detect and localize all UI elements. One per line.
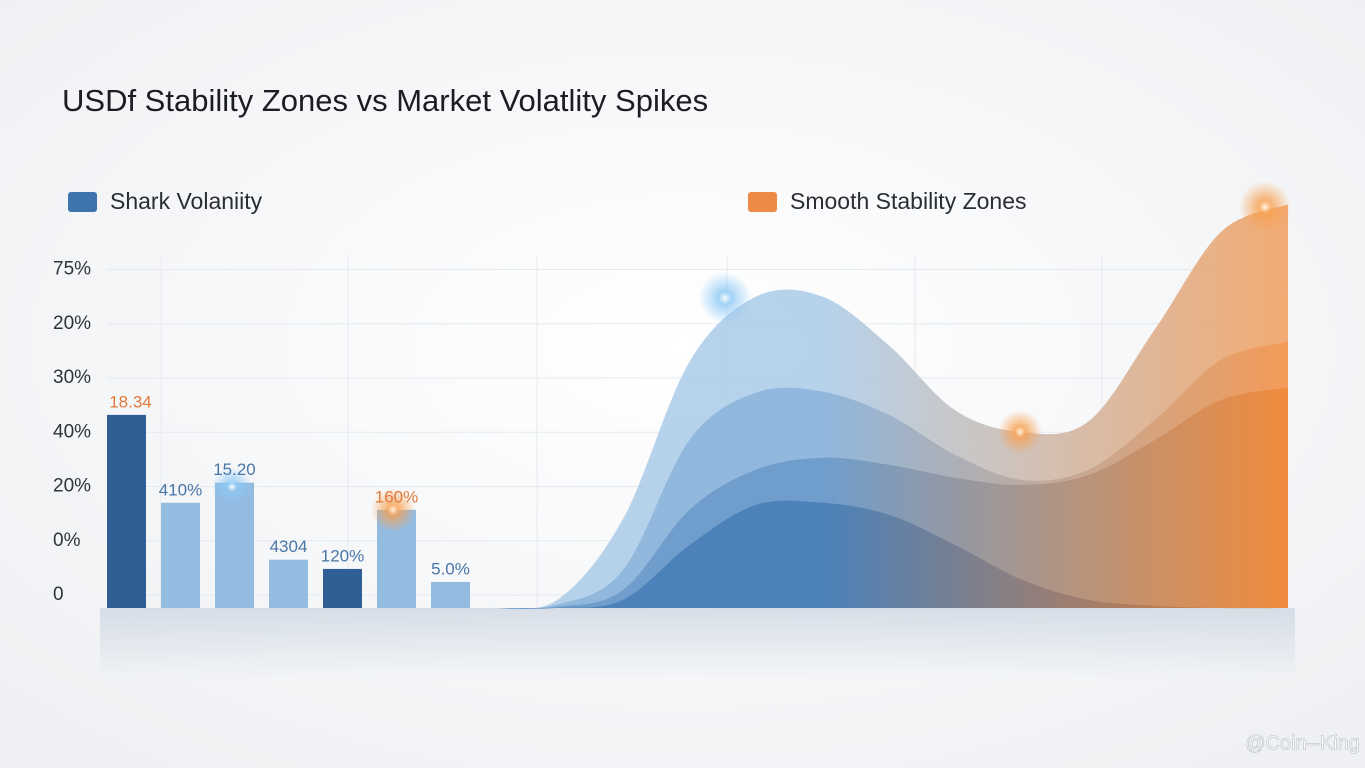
bar bbox=[269, 559, 308, 608]
bar-annotation: 15.20 bbox=[213, 460, 256, 479]
bar bbox=[431, 581, 470, 608]
bar bbox=[161, 502, 200, 608]
glows bbox=[212, 181, 1291, 532]
legend-swatch bbox=[748, 192, 777, 212]
area bbox=[490, 500, 1288, 609]
bar-annotation: 4304 bbox=[270, 537, 308, 556]
bar-annotation: 120% bbox=[321, 546, 364, 565]
y-tick-label: 20% bbox=[53, 313, 91, 334]
bar-annotation: 410% bbox=[159, 480, 202, 499]
y-tick-label: 75% bbox=[53, 259, 91, 280]
y-tick-label: 30% bbox=[53, 367, 91, 388]
bar bbox=[107, 414, 146, 608]
bar-annotation: 160% bbox=[375, 487, 418, 506]
y-tick-label: 0% bbox=[53, 530, 81, 551]
chart-title: USDf Stability Zones vs Market Volatlity… bbox=[62, 83, 708, 118]
bar-annotation: 5.0% bbox=[431, 559, 470, 578]
glow bbox=[998, 410, 1042, 454]
bar-annotation: 18.34 bbox=[109, 392, 152, 411]
watermark: @Coin--King bbox=[1245, 732, 1360, 754]
glow bbox=[1239, 181, 1291, 233]
y-tick-label: 0 bbox=[53, 584, 64, 605]
legend-swatch bbox=[68, 192, 97, 212]
y-tick-label: 20% bbox=[53, 476, 91, 497]
glow bbox=[371, 488, 415, 532]
legend-label: Smooth Stability Zones bbox=[790, 188, 1027, 214]
bar bbox=[323, 568, 362, 608]
legend-label: Shark Volaniity bbox=[110, 188, 263, 214]
floor-shadow bbox=[100, 608, 1295, 678]
y-tick-label: 40% bbox=[53, 421, 91, 442]
glow bbox=[212, 467, 252, 507]
glow bbox=[699, 272, 751, 324]
